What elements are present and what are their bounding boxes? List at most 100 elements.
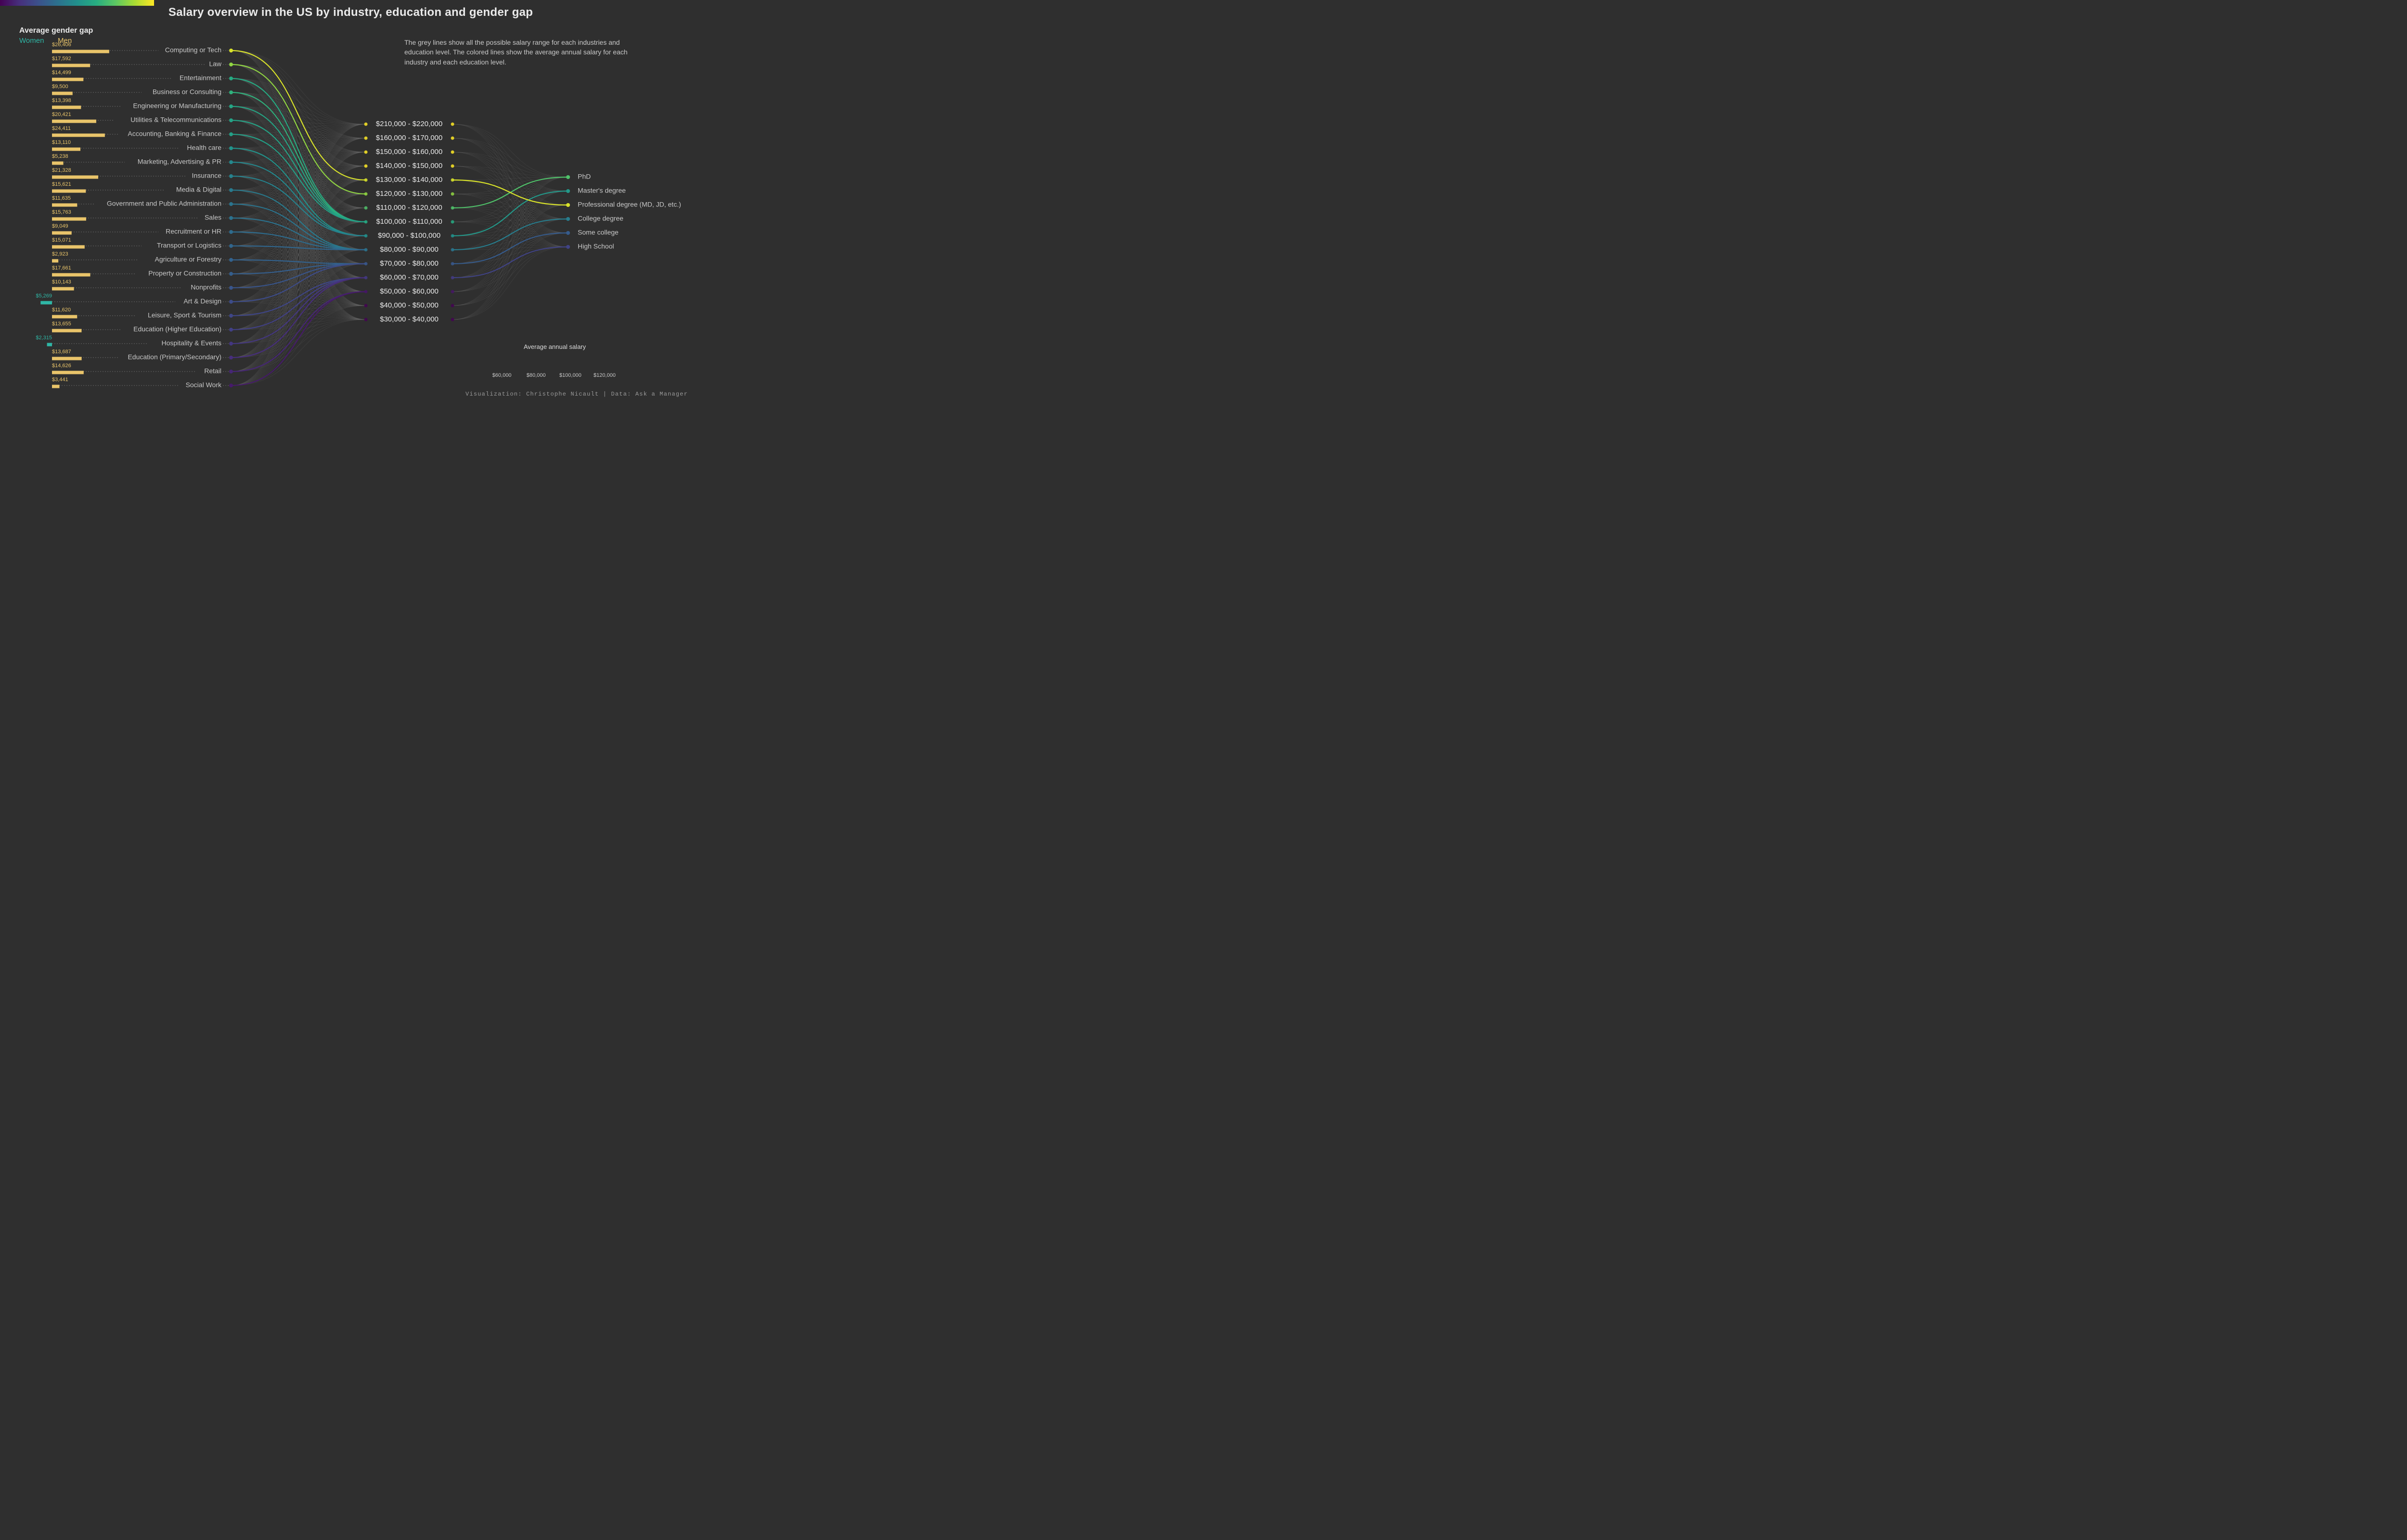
legend-gradient xyxy=(0,0,154,6)
gap-bar xyxy=(52,245,85,249)
salary-dot-left xyxy=(364,290,368,294)
industry-label: Art & Design xyxy=(183,297,221,305)
guide-line xyxy=(453,152,568,177)
salary-dot-left xyxy=(364,262,368,266)
industry-dot xyxy=(229,258,233,262)
industry-dot xyxy=(229,328,233,332)
salary-dot-left xyxy=(364,192,368,196)
gap-bar xyxy=(52,315,77,319)
gap-value: $3,441 xyxy=(52,377,68,383)
salary-dot-left xyxy=(364,234,368,238)
industry-label: Agriculture or Forestry xyxy=(155,256,221,263)
gap-value: $15,071 xyxy=(52,237,71,243)
salary-dot-left xyxy=(364,179,368,182)
industry-label: Transport or Logistics xyxy=(157,242,221,249)
gap-value: $10,143 xyxy=(52,279,71,285)
education-label: Some college xyxy=(578,229,619,236)
salary-dot-right xyxy=(451,165,454,168)
industry-label: Health care xyxy=(187,144,221,152)
industry-dot xyxy=(229,160,233,164)
industry-dot xyxy=(229,90,233,94)
salary-dot-left xyxy=(364,248,368,252)
gap-bar xyxy=(52,371,84,374)
guide-line xyxy=(231,51,366,124)
education-dot xyxy=(566,175,570,179)
industry-label: Social Work xyxy=(186,381,222,389)
gap-bar xyxy=(52,64,90,67)
guide-line xyxy=(453,177,568,222)
salary-band-label: $90,000 - $100,000 xyxy=(378,231,440,240)
salary-band-label: $80,000 - $90,000 xyxy=(380,245,439,254)
gap-bar xyxy=(52,162,64,165)
education-label: College degree xyxy=(578,215,623,222)
industry-label: Sales xyxy=(205,214,221,221)
industry-label: Hospitality & Events xyxy=(162,339,222,347)
gap-bar xyxy=(47,343,52,346)
salary-dot-right xyxy=(451,123,454,126)
salary-dot-left xyxy=(364,137,368,140)
gap-value: $21,328 xyxy=(52,167,71,173)
education-dot xyxy=(566,231,570,235)
salary-band-label: $210,000 - $220,000 xyxy=(376,120,442,128)
salary-dot-left xyxy=(364,318,368,321)
education-thread xyxy=(453,191,568,236)
education-dot xyxy=(566,217,570,221)
guide-line xyxy=(231,78,366,124)
gap-value: $11,635 xyxy=(52,195,71,201)
gap-bar xyxy=(52,385,59,388)
industry-dot xyxy=(229,202,233,206)
salary-dot-right xyxy=(451,262,454,266)
gap-bar xyxy=(40,301,52,305)
industry-dot xyxy=(229,244,233,248)
chart-svg: Computing or Tech$26,406Law$17,592Entert… xyxy=(0,0,701,404)
industry-label: Recruitment or HR xyxy=(166,228,221,235)
industry-dot xyxy=(229,230,233,234)
gap-bar xyxy=(52,78,83,81)
guide-line xyxy=(453,124,568,177)
salary-dot-left xyxy=(364,220,368,224)
gap-value: $15,763 xyxy=(52,209,71,215)
gap-bar xyxy=(52,231,72,235)
industry-label: Education (Higher Education) xyxy=(133,325,221,333)
guide-line xyxy=(453,247,568,320)
salary-dot-right xyxy=(451,276,454,280)
salary-dot-left xyxy=(364,304,368,308)
industry-label: Engineering or Manufacturing xyxy=(133,102,221,110)
gap-value: $20,421 xyxy=(52,112,71,117)
gap-bar xyxy=(52,92,73,95)
industry-label: Marketing, Advertising & PR xyxy=(138,158,221,166)
industry-dot xyxy=(229,174,233,178)
salary-dot-right xyxy=(451,290,454,294)
salary-band-label: $120,000 - $130,000 xyxy=(376,190,442,198)
education-label: Master's degree xyxy=(578,187,626,194)
salary-dot-left xyxy=(364,123,368,126)
gap-bar xyxy=(52,148,80,151)
education-label: High School xyxy=(578,243,614,250)
guide-line xyxy=(453,191,568,320)
industry-label: Leisure, Sport & Tourism xyxy=(148,311,221,319)
gap-bar xyxy=(52,273,90,277)
industry-label: Media & Digital xyxy=(176,186,221,193)
gap-value: $15,621 xyxy=(52,181,71,187)
salary-dot-right xyxy=(451,220,454,224)
salary-band-label: $30,000 - $40,000 xyxy=(380,315,439,323)
gap-bar xyxy=(52,204,77,207)
gap-bar xyxy=(52,134,105,137)
education-label: PhD xyxy=(578,173,591,180)
industry-label: Law xyxy=(209,60,222,68)
salary-band-label: $140,000 - $150,000 xyxy=(376,162,442,170)
salary-band-label: $110,000 - $120,000 xyxy=(376,204,442,212)
salary-dot-right xyxy=(451,206,454,210)
industry-dot xyxy=(229,300,233,304)
gap-bar xyxy=(52,329,81,333)
salary-dot-right xyxy=(451,192,454,196)
gap-value: $14,626 xyxy=(52,363,71,369)
guide-line xyxy=(453,138,568,177)
salary-dot-left xyxy=(364,151,368,154)
industry-dot xyxy=(229,49,233,52)
industry-dot xyxy=(229,146,233,150)
salary-band-label: $40,000 - $50,000 xyxy=(380,301,439,309)
education-label: Professional degree (MD, JD, etc.) xyxy=(578,201,681,208)
gap-value: $13,687 xyxy=(52,349,71,355)
salary-band-label: $130,000 - $140,000 xyxy=(376,176,442,184)
